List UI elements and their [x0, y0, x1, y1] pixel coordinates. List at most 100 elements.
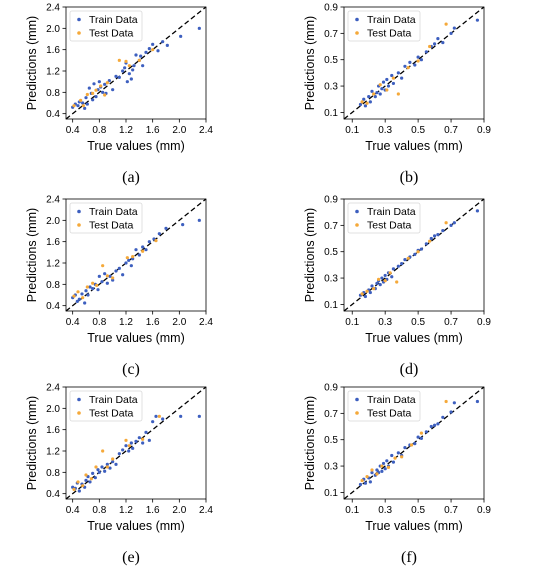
test-point: [393, 456, 397, 460]
test-point: [111, 457, 115, 461]
train-point: [114, 462, 118, 466]
legend-box: [347, 202, 421, 234]
y-tick-label: 1.2: [46, 67, 60, 78]
legend: Train Data Test Data: [69, 10, 143, 42]
test-point: [386, 465, 391, 469]
train-point: [164, 226, 168, 230]
train-point: [383, 467, 387, 471]
train-point: [475, 399, 480, 404]
train-point: [129, 77, 133, 81]
x-tick-label: 0.3: [378, 505, 392, 516]
train-point: [101, 90, 105, 94]
x-tick-label: 0.4: [66, 317, 80, 328]
train-point: [127, 72, 131, 76]
legend-train-marker: [77, 209, 81, 214]
y-tick-label: 2.0: [46, 24, 60, 35]
test-point: [72, 487, 76, 491]
test-point: [111, 276, 115, 280]
train-point: [157, 232, 161, 236]
train-point: [396, 451, 400, 455]
axes-frame: [343, 386, 485, 500]
x-tick-label: 2.0: [172, 125, 186, 136]
y-tick-label: 0.9: [324, 383, 338, 394]
train-point: [419, 436, 424, 440]
panel-caption: (a): [122, 169, 140, 186]
train-point: [181, 223, 185, 227]
test-point: [360, 100, 364, 104]
x-tick-label: 0.8: [92, 317, 106, 328]
legend-train-marker: [355, 397, 359, 402]
legend-test-label: Test Data: [89, 408, 134, 420]
train-point: [380, 87, 384, 91]
legend-box: [69, 390, 143, 422]
train-point: [161, 40, 165, 44]
y-tick-label: 0.5: [324, 435, 338, 446]
test-point: [127, 444, 131, 448]
train-point: [96, 288, 100, 292]
x-tick-label: 0.5: [411, 317, 425, 328]
test-point: [365, 475, 369, 479]
train-point: [363, 104, 368, 108]
test-point: [131, 255, 135, 259]
train-point: [432, 42, 437, 46]
y-tick-label: 0.3: [324, 82, 338, 93]
train-point: [117, 266, 121, 270]
train-point: [386, 84, 391, 88]
x-axis-label: True values (mm): [365, 519, 462, 533]
train-point: [137, 436, 141, 440]
y-tick-label: 0.5: [324, 247, 338, 258]
train-point: [381, 461, 386, 466]
test-point: [428, 239, 432, 243]
train-point: [400, 261, 404, 266]
test-point: [103, 93, 107, 97]
train-point: [375, 468, 379, 472]
test-point: [105, 274, 109, 278]
axes-frame: [65, 198, 207, 312]
train-point: [114, 269, 118, 273]
chart-panel-d: 0.1 0.3 0.5 0.7 0.9 0.1 0.3 0.5 0.7 0.9 True value…: [303, 195, 491, 379]
test-point: [400, 455, 404, 459]
chart-panel-c: 0.4 0.8 1.2 1.6 2.0 2.4 0.4 0.8 1.2 1.6 2.0 2.4 True…: [25, 195, 213, 379]
y-tick-label: 0.3: [324, 462, 338, 473]
test-point: [360, 478, 364, 483]
train-point: [81, 101, 85, 105]
train-point: [134, 439, 138, 443]
y-tick-label: 2.4: [46, 3, 60, 14]
x-tick-label: 0.7: [444, 317, 458, 328]
train-point: [370, 89, 374, 93]
x-tick-label: 0.5: [411, 125, 425, 136]
y-tick-label: 0.7: [324, 409, 338, 420]
chart-panel-e: 0.4 0.8 1.2 1.6 2.0 2.4 0.4 0.8 1.2 1.6 2.0 2.4 True…: [25, 383, 213, 567]
axes-frame: [343, 198, 485, 312]
train-point: [125, 80, 129, 84]
train-point: [449, 410, 453, 414]
train-point: [96, 468, 100, 472]
legend-test-label: Test Data: [367, 28, 412, 40]
train-point: [97, 274, 101, 278]
train-point: [84, 289, 88, 293]
train-point: [83, 301, 87, 305]
y-tick-label: 0.4: [46, 489, 60, 500]
train-point: [121, 448, 125, 452]
test-point: [72, 294, 76, 298]
train-point: [129, 264, 133, 268]
train-point: [381, 80, 386, 84]
y-tick-label: 0.8: [46, 468, 60, 479]
train-point: [390, 453, 394, 458]
train-point: [375, 281, 379, 285]
train-point: [103, 469, 107, 473]
train-point: [76, 104, 80, 108]
axes-frame: [65, 6, 207, 120]
y-tick-label: 0.8: [46, 280, 60, 291]
train-point: [103, 272, 107, 276]
train-point: [85, 102, 89, 106]
train-point: [80, 292, 84, 296]
train-point: [370, 471, 374, 475]
train-point: [156, 49, 160, 53]
test-point: [84, 473, 88, 477]
train-point: [432, 234, 437, 238]
test-point: [406, 66, 410, 70]
legend: Train Data Test Data: [69, 390, 143, 422]
train-point: [368, 290, 372, 295]
